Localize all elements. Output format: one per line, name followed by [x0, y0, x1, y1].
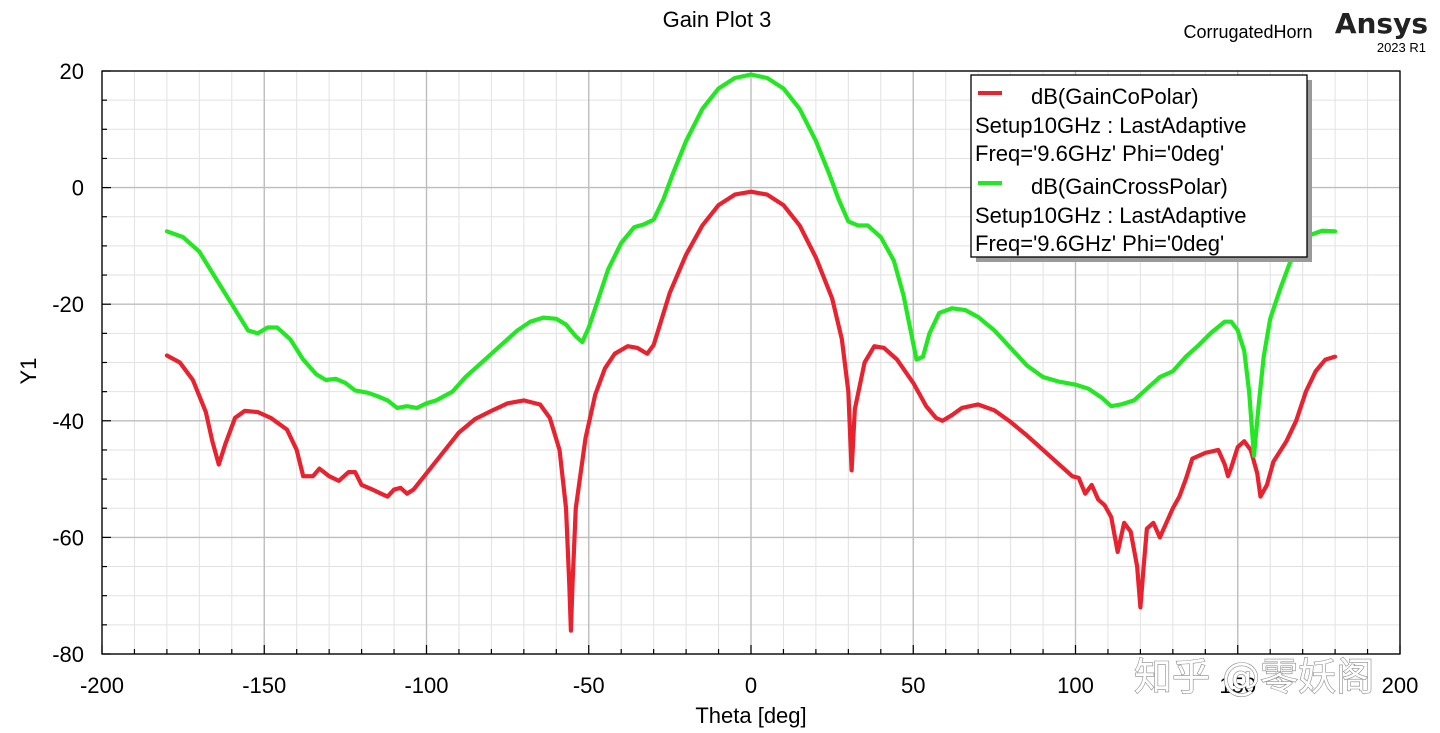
legend-copolar-name: dB(GainCoPolar) — [1031, 84, 1199, 109]
legend-crosspolar-setup: Setup10GHz : LastAdaptive — [975, 203, 1247, 228]
x-tick-label: 100 — [1057, 673, 1094, 698]
x-tick-label: -150 — [242, 673, 286, 698]
legend: dB(GainCoPolar) Setup10GHz : LastAdaptiv… — [970, 74, 1312, 262]
x-tick-label: -100 — [404, 673, 448, 698]
x-tick-label: 150 — [1219, 673, 1256, 698]
x-tick-label: 0 — [745, 673, 757, 698]
brand-logo-text: Ansys — [1335, 7, 1428, 40]
x-tick-label: -50 — [573, 673, 605, 698]
legend-crosspolar-name: dB(GainCrossPolar) — [1031, 174, 1228, 199]
axis-tick-labels: -200 -150 -100 -50 0 50 100 150 200200-20-40-60-… — [52, 59, 1418, 698]
legend-crosspolar-freq: Freq='9.6GHz' Phi='0deg' — [975, 231, 1224, 256]
series-line-crosspolar — [164, 72, 1338, 458]
axis-ticks — [101, 70, 1401, 655]
y-tick-label: 0 — [72, 176, 84, 201]
legend-copolar-freq: Freq='9.6GHz' Phi='0deg' — [975, 141, 1224, 166]
x-tick-label: 200 — [1382, 673, 1419, 698]
project-name: CorrugatedHorn — [1183, 22, 1312, 42]
y-tick-label: 20 — [60, 59, 84, 84]
legend-copolar-setup: Setup10GHz : LastAdaptive — [975, 113, 1247, 138]
chart-title: Gain Plot 3 — [663, 7, 772, 32]
series-line-copolar — [164, 189, 1338, 633]
x-axis-label: Theta [deg] — [695, 703, 806, 728]
brand-version: 2023 R1 — [1377, 40, 1426, 55]
x-tick-label: 50 — [901, 673, 925, 698]
x-tick-label: -200 — [80, 673, 124, 698]
watermark: 知乎 @零妖阁 — [1134, 655, 1374, 699]
y-tick-label: -80 — [52, 642, 84, 667]
series-layer — [164, 72, 1338, 633]
y-tick-label: -20 — [52, 292, 84, 317]
y-tick-label: -40 — [52, 409, 84, 434]
legend-box — [970, 74, 1308, 258]
y-tick-label: -60 — [52, 525, 84, 550]
y-axis-label: Y1 — [16, 358, 41, 385]
